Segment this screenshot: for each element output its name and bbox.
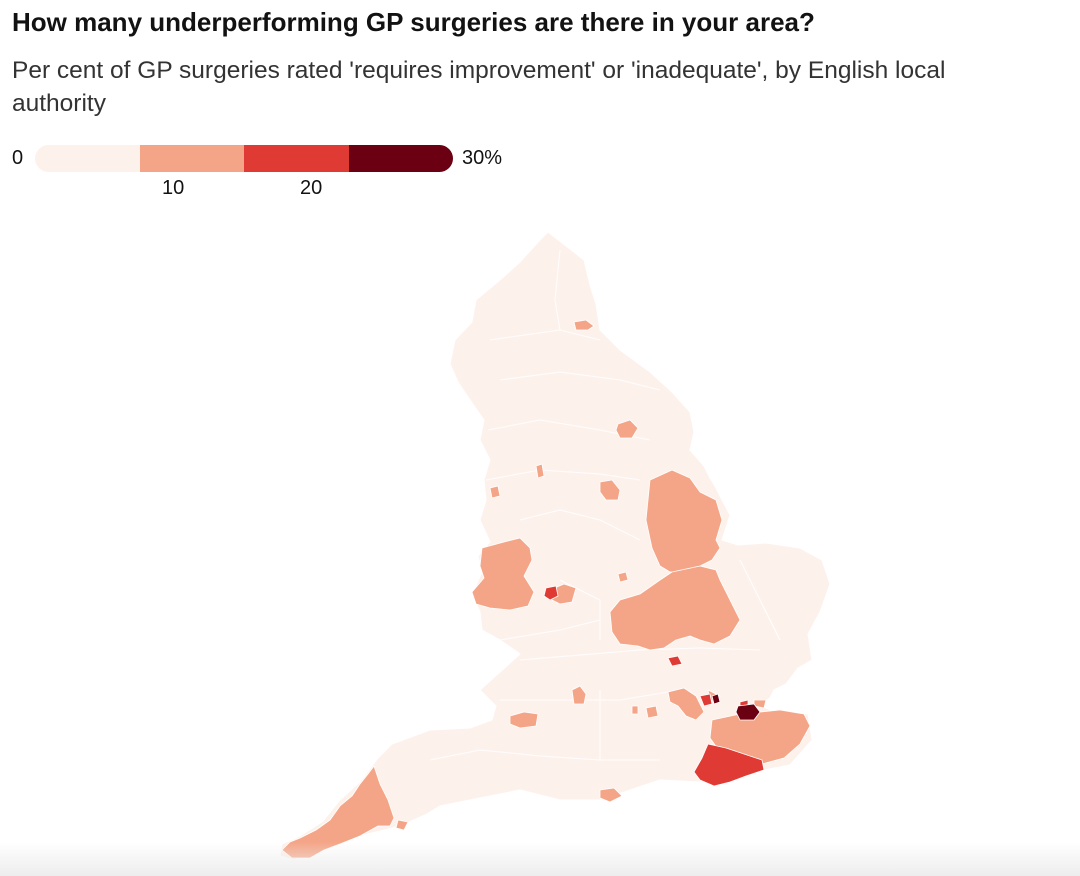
region-lancashire [535,463,545,479]
region-shropshire [471,537,535,611]
region-east-midlands [609,565,741,651]
region-thurrock [735,703,761,721]
region-newcastle [573,319,595,331]
england-choropleth-map [279,231,831,861]
region-reading [631,705,639,715]
region-london-west [667,687,705,721]
color-legend: 0 30% 10 20 [0,140,600,210]
region-nottingham [617,571,629,583]
legend-min-label: 0 [12,147,24,169]
legend-bin-1 [139,145,244,172]
chart-subtitle: Per cent of GP surgeries rated 'requires… [12,57,946,117]
region-wolverhampton [543,585,559,601]
region-plymouth [395,819,409,831]
region-london-central [711,693,721,705]
region-luton [667,655,683,667]
legend-tick-10: 10 [162,177,185,199]
region-wiltshire-town [571,685,587,705]
legend-bin-3 [348,145,453,172]
region-london-east [699,693,713,707]
legend-max-label: 30% [462,147,503,169]
region-east-sussex [693,743,765,787]
chart-title: How many underperforming GP surgeries ar… [12,7,815,37]
legend-color-bar [35,145,453,172]
region-blackpool [489,485,501,499]
region-lincolnshire [645,469,723,573]
region-middlesbrough [615,419,639,439]
region-isle-of-wight [599,787,623,803]
legend-bin-2 [244,145,349,172]
bottom-edge-shade [0,842,1080,876]
region-berkshire [645,705,659,719]
region-bristol-area [509,711,539,729]
legend-tick-20: 20 [300,177,323,199]
region-leeds [599,479,621,501]
legend-bin-0 [35,145,140,172]
